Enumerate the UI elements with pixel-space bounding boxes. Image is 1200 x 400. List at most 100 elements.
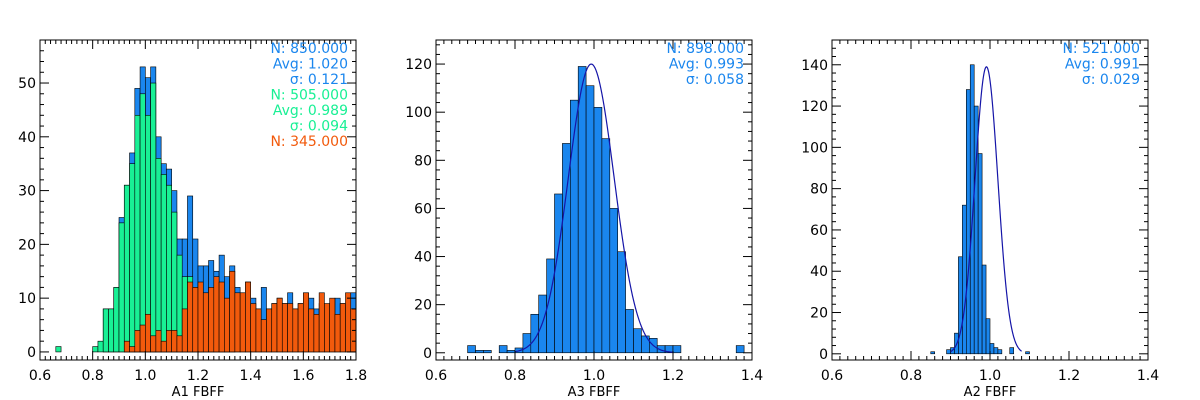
histogram-bar	[292, 308, 299, 353]
stat-annotation: σ: 0.121	[290, 72, 348, 88]
histogram-bar	[145, 313, 151, 353]
histogram-bar	[139, 324, 146, 353]
histogram-panel-a2: 0.6 0.8 1.0 1.2 1.4 0 20 40 60 80 100 120 140 A2 FBFF…	[801, 39, 1159, 400]
x-axis-title: A2 FBFF	[964, 385, 1017, 400]
histogram-bar	[266, 308, 273, 353]
histogram-bar	[962, 204, 967, 355]
stat-annotation: N: 521.000	[1062, 41, 1140, 57]
histogram-bar	[118, 222, 125, 353]
histogram-bar	[324, 303, 330, 353]
histogram-bar	[166, 184, 172, 353]
y-tick-label: 10	[18, 291, 36, 307]
y-tick-label: 80	[810, 182, 828, 198]
x-axis-title: A1 FBFF	[172, 385, 225, 400]
histogram-bar	[176, 335, 183, 353]
histogram-bar	[208, 287, 215, 353]
histogram-bar	[617, 251, 626, 354]
x-tick-label: 1.0	[979, 368, 1001, 384]
x-tick-label: 1.0	[583, 368, 605, 384]
histogram-bar	[475, 350, 484, 354]
bars-group	[55, 66, 393, 353]
y-tick-label: 100	[801, 140, 828, 156]
histogram-bar	[609, 208, 618, 354]
x-tick-label: 1.2	[662, 368, 684, 384]
histogram-bar	[150, 82, 157, 353]
histogram-bar	[134, 114, 141, 353]
histogram-bar	[239, 292, 246, 353]
gaussian-fit-curve	[950, 66, 1022, 353]
histogram-bar	[102, 308, 109, 353]
histogram-bar	[930, 351, 936, 355]
histogram-bar	[308, 308, 315, 353]
stat-annotation: σ: 0.094	[290, 119, 348, 135]
histogram-bar	[155, 158, 162, 353]
stat-annotation: σ: 0.029	[1082, 72, 1140, 88]
histogram-bar	[255, 308, 262, 353]
y-tick-label: 40	[414, 250, 432, 266]
gaussian-fit-curve	[514, 63, 674, 353]
x-tick-label: 0.8	[82, 368, 104, 384]
histogram-bar	[123, 184, 130, 353]
histogram-bar	[1025, 351, 1030, 355]
x-tick-label: 0.6	[821, 368, 843, 384]
histogram-bar	[522, 333, 532, 354]
x-tick-label: 1.6	[292, 368, 314, 384]
histogram-bar	[965, 89, 971, 355]
histogram-bar	[202, 292, 209, 353]
histogram-bar	[993, 347, 999, 355]
histogram-bar	[139, 93, 146, 353]
histogram-bar	[197, 281, 204, 353]
histogram-bar	[577, 66, 587, 354]
histogram-bar	[187, 281, 194, 353]
histogram-bar	[997, 349, 1003, 355]
histogram-bar	[260, 319, 267, 353]
stat-annotation: σ: 0.058	[686, 72, 744, 88]
x-tick-label: 1.4	[741, 368, 763, 384]
stat-annotation: N: 345.000	[270, 134, 348, 150]
histogram-bar	[382, 309, 387, 352]
stat-annotation: N: 850.000	[270, 41, 348, 57]
histogram-bar	[150, 335, 157, 353]
y-tick-label: 20	[18, 237, 36, 253]
histogram-bar	[160, 340, 167, 353]
x-tick-label: 0.6	[425, 368, 447, 384]
y-tick-label: 0	[819, 347, 828, 363]
histogram-bar	[388, 336, 393, 352]
histogram-bar	[97, 340, 104, 353]
histogram-bar	[355, 303, 356, 353]
histogram-bar	[569, 99, 579, 354]
stat-annotation: N: 898.000	[666, 41, 744, 57]
histogram-bar	[329, 297, 336, 353]
histogram-bar	[355, 308, 356, 353]
x-tick-label: 0.8	[504, 368, 526, 384]
histogram-bar	[735, 345, 745, 354]
histogram-panel-a1: 0.6 0.8 1.0 1.2 1.4 1.6 1.8 0 10 20 30 40 50 A1 FBFF N…	[18, 39, 393, 400]
histogram-bar	[372, 320, 377, 352]
histogram-bar	[339, 303, 346, 353]
histogram-bar	[181, 308, 188, 353]
x-axis-title: A3 FBFF	[568, 385, 621, 400]
histogram-bar	[234, 292, 241, 353]
histogram-bar	[224, 297, 230, 353]
histogram-bar	[213, 276, 220, 353]
stat-annotation: Avg: 1.020	[273, 57, 348, 73]
histogram-bar	[129, 163, 136, 353]
bars-group	[467, 66, 745, 354]
histogram-bar	[989, 343, 995, 355]
x-tick-label: 1.4	[240, 368, 262, 384]
histogram-bar	[281, 303, 288, 353]
x-tick-label: 1.2	[1058, 368, 1080, 384]
y-tick-label: 120	[405, 57, 432, 73]
y-tick-label: 40	[810, 264, 828, 280]
histogram-bar	[271, 303, 278, 353]
histogram-bar	[166, 330, 172, 353]
histogram-bar	[92, 346, 99, 353]
y-tick-label: 140	[801, 58, 828, 74]
histogram-bar	[218, 281, 225, 353]
histogram-bar	[377, 314, 382, 352]
histogram-bar	[155, 330, 162, 353]
histogram-bar	[625, 309, 634, 354]
y-tick-label: 40	[18, 130, 36, 146]
y-tick-label: 80	[414, 153, 432, 169]
y-tick-label: 60	[810, 223, 828, 239]
